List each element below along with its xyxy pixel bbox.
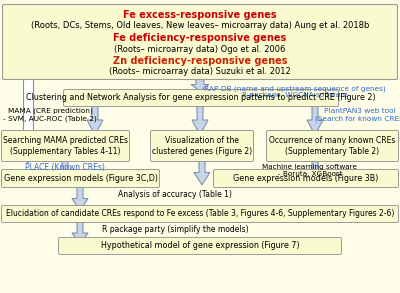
Polygon shape xyxy=(307,160,323,185)
Text: Fe excess-responsive genes: Fe excess-responsive genes xyxy=(123,10,277,20)
Text: Hypothetical model of gene expression (Figure 7): Hypothetical model of gene expression (F… xyxy=(101,241,299,251)
Text: (Roots, DCs, Stems, Old leaves, New leaves– microarray data) Aung et al. 2018b: (Roots, DCs, Stems, Old leaves, New leav… xyxy=(31,21,369,30)
Text: Gene expression models (Figure 3C,D): Gene expression models (Figure 3C,D) xyxy=(4,174,158,183)
FancyBboxPatch shape xyxy=(266,130,398,161)
FancyBboxPatch shape xyxy=(2,4,398,79)
FancyBboxPatch shape xyxy=(214,169,398,188)
Text: Fe deficiency-responsive genes: Fe deficiency-responsive genes xyxy=(113,33,287,43)
Text: Visualization of the
clustered genes (Figure 2): Visualization of the clustered genes (Fi… xyxy=(152,136,252,156)
Polygon shape xyxy=(87,105,103,135)
Text: Zn deficiency-responsive genes: Zn deficiency-responsive genes xyxy=(113,56,287,66)
Text: Searching MAMA predicted CREs
(Supplementary Tables 4-11): Searching MAMA predicted CREs (Supplemen… xyxy=(3,136,128,156)
Text: Occurrence of many known CREs
(Supplementary Table 2): Occurrence of many known CREs (Supplemen… xyxy=(269,136,396,156)
Text: Analysis of accuracy (Table 1): Analysis of accuracy (Table 1) xyxy=(118,190,232,199)
Text: (Roots– microarray data) Ogo et al. 2006: (Roots– microarray data) Ogo et al. 2006 xyxy=(114,45,286,54)
Polygon shape xyxy=(57,160,73,185)
Polygon shape xyxy=(72,186,88,211)
FancyBboxPatch shape xyxy=(58,238,342,255)
Polygon shape xyxy=(307,105,323,135)
Polygon shape xyxy=(194,160,210,185)
Text: RAP-DB (name and upstream sequence of genes)
R package, WGCNA software: RAP-DB (name and upstream sequence of ge… xyxy=(204,85,386,98)
Text: Elucidation of candidate CREs respond to Fe excess (Table 3, Figures 4-6, Supple: Elucidation of candidate CREs respond to… xyxy=(6,209,394,219)
Polygon shape xyxy=(191,78,209,91)
Bar xyxy=(23,78,33,145)
Text: Machine learning software
- Boruta, XGBoost: Machine learning software - Boruta, XGBo… xyxy=(262,164,358,177)
Text: PlantPAN3 web tool
(Search for known CREs): PlantPAN3 web tool (Search for known CRE… xyxy=(315,108,400,122)
FancyBboxPatch shape xyxy=(2,169,160,188)
Text: PLACE (Known CREs): PLACE (Known CREs) xyxy=(25,163,105,172)
Polygon shape xyxy=(192,105,208,135)
Text: Clustering and Network Analysis for gene expression patterns to predict CRE (Fig: Clustering and Network Analysis for gene… xyxy=(26,93,376,103)
FancyBboxPatch shape xyxy=(2,130,130,161)
Text: MAMA (CRE prediction)
- SVM, AUC-ROC (Table 2): MAMA (CRE prediction) - SVM, AUC-ROC (Ta… xyxy=(3,108,97,122)
FancyBboxPatch shape xyxy=(150,130,254,161)
Text: R package party (simplify the models): R package party (simplify the models) xyxy=(102,225,248,234)
Text: (Roots– microarray data) Suzuki et al. 2012: (Roots– microarray data) Suzuki et al. 2… xyxy=(109,67,291,76)
FancyBboxPatch shape xyxy=(2,205,398,222)
FancyBboxPatch shape xyxy=(64,89,338,106)
Text: Gene expression models (Figure 3B): Gene expression models (Figure 3B) xyxy=(233,174,379,183)
Polygon shape xyxy=(21,145,35,163)
Polygon shape xyxy=(72,221,88,245)
